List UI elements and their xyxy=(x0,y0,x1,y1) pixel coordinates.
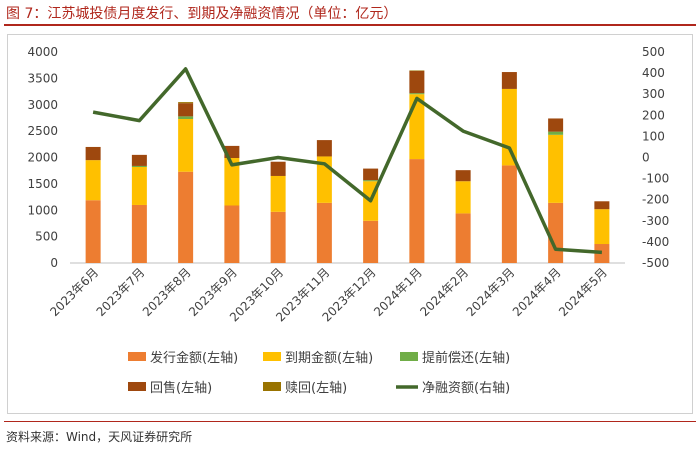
legend-label: 净融资额(右轴) xyxy=(422,381,510,396)
right-tick-label: -400 xyxy=(642,235,669,249)
legend-label: 到期金额(左轴) xyxy=(285,350,373,366)
x-tick-label: 2023年6月 xyxy=(47,265,101,319)
bar-segment xyxy=(316,202,332,263)
line-series-group xyxy=(92,67,603,255)
legend-label: 回售(左轴) xyxy=(150,380,212,396)
right-tick-label: 200 xyxy=(642,108,665,122)
x-tick-label: 2024年5月 xyxy=(556,265,610,319)
bar-segment xyxy=(363,168,379,181)
bar-segment xyxy=(594,209,610,245)
x-tick-label: 2024年3月 xyxy=(464,265,518,319)
right-tick-label: -300 xyxy=(642,214,669,228)
legend: 发行金额(左轴) 到期金额(左轴) 提前偿还(左轴) 回售(左轴) 赎回(左轴) 净融资额… xyxy=(128,350,510,396)
left-tick-label: 2000 xyxy=(27,151,58,165)
bar-segment xyxy=(178,102,194,104)
bar-segment xyxy=(270,211,286,263)
x-tick-label: 2023年8月 xyxy=(140,265,194,319)
bar-segment xyxy=(224,158,240,206)
right-tick-label: -500 xyxy=(642,256,669,270)
bar-segment xyxy=(409,93,425,95)
bar-segment xyxy=(363,180,379,182)
left-tick-label: 4000 xyxy=(27,45,58,59)
left-tick-label: 3000 xyxy=(27,98,58,112)
bar-segment xyxy=(270,175,286,212)
x-axis-labels: 2023年6月2023年7月2023年8月2023年9月2023年10月2023… xyxy=(47,265,610,324)
net-financing-line xyxy=(92,67,603,255)
right-axis-ticks: -500 -400 -300 -200 -100 0 100 200 300 400 500 xyxy=(642,45,669,270)
bar-segment xyxy=(131,165,147,167)
bar-segment xyxy=(409,159,425,263)
x-tick-label: 2024年1月 xyxy=(371,265,425,319)
bar-segment xyxy=(501,88,517,166)
bar-segment xyxy=(178,116,194,119)
bar-segment xyxy=(455,213,471,263)
legend-swatch xyxy=(263,382,281,391)
bar-segment xyxy=(409,70,425,71)
right-tick-label: 500 xyxy=(642,45,665,59)
right-tick-label: -200 xyxy=(642,193,669,207)
bar-segment xyxy=(548,202,564,263)
legend-swatch xyxy=(128,382,146,391)
x-tick-label: 2024年2月 xyxy=(417,265,471,319)
bar-segment xyxy=(131,154,147,166)
bar-segment xyxy=(501,72,517,89)
bar-segment xyxy=(224,205,240,263)
bar-segment xyxy=(501,165,517,263)
bar-segment xyxy=(455,170,471,182)
x-tick-label: 2024年4月 xyxy=(510,265,564,319)
chart-frame xyxy=(7,34,693,414)
right-tick-label: 300 xyxy=(642,87,665,101)
bar-segment xyxy=(178,103,194,117)
left-axis-ticks: 0 500 1000 1500 2000 2500 3000 3500 4000 xyxy=(27,45,58,270)
bar-segment xyxy=(548,118,564,132)
bar-segment xyxy=(594,244,610,263)
right-tick-label: -100 xyxy=(642,172,669,186)
bar-segment xyxy=(85,146,101,161)
bar-segment xyxy=(548,134,564,203)
left-tick-label: 1500 xyxy=(27,177,58,191)
left-tick-label: 1000 xyxy=(27,203,58,217)
bar-segment xyxy=(131,166,147,205)
left-tick-label: 3500 xyxy=(27,71,58,85)
right-tick-label: 400 xyxy=(642,66,665,80)
left-tick-label: 500 xyxy=(35,230,58,244)
bar-segment xyxy=(178,171,194,263)
x-tick-label: 2023年7月 xyxy=(94,265,148,319)
legend-label: 发行金额(左轴) xyxy=(150,350,238,366)
source-rule xyxy=(4,421,696,422)
bar-segment xyxy=(85,160,101,201)
right-tick-label: 0 xyxy=(642,151,650,165)
bar-segment xyxy=(178,118,194,172)
bar-segment xyxy=(548,131,564,135)
right-tick-label: 100 xyxy=(642,129,665,143)
bar-segment xyxy=(131,204,147,263)
legend-swatch xyxy=(128,352,146,361)
bar-series-group xyxy=(85,70,610,263)
bar-segment xyxy=(594,201,610,210)
left-tick-label: 2500 xyxy=(27,124,58,138)
source-note: 资料来源：Wind，天风证券研究所 xyxy=(6,430,193,444)
bar-segment xyxy=(85,200,101,263)
bar-segment xyxy=(270,161,286,176)
legend-label: 赎回(左轴) xyxy=(285,381,347,396)
left-tick-label: 0 xyxy=(50,256,58,270)
bar-segment xyxy=(363,220,379,263)
figure-title: 图 7：江苏城投债月度发行、到期及净融资情况（单位：亿元） xyxy=(6,6,398,22)
title-rule xyxy=(4,24,696,26)
legend-swatch xyxy=(263,352,281,361)
bar-segment xyxy=(455,181,471,214)
bar-segment xyxy=(316,140,332,157)
legend-swatch xyxy=(400,352,418,361)
bar-segment xyxy=(409,70,425,94)
legend-label: 提前偿还(左轴) xyxy=(422,350,510,366)
